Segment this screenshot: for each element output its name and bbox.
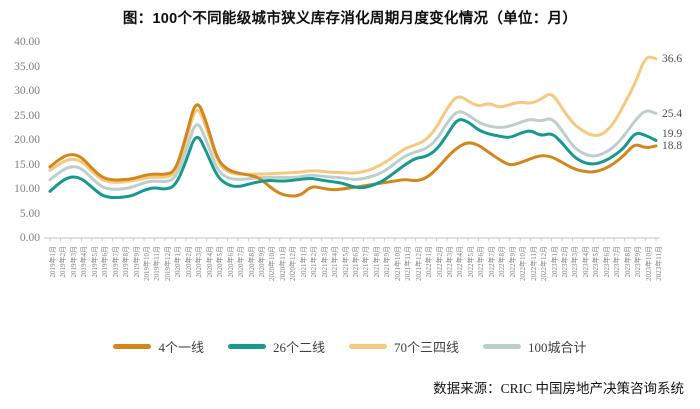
x-axis-label: 2021年11月: [404, 246, 413, 281]
x-axis-label: 2023年1月: [550, 246, 559, 278]
x-axis-label: 2022年8月: [498, 246, 507, 278]
legend-label: 100城合计: [528, 340, 587, 355]
x-axis-label: 2022年9月: [508, 246, 517, 278]
legend-label: 70个三四线: [394, 340, 460, 355]
legend-line-swatch: [113, 344, 152, 349]
x-axis-label: 2020年10月: [268, 246, 277, 281]
y-axis-label: 10.00: [14, 183, 40, 195]
x-axis-label: 2022年4月: [456, 246, 465, 278]
x-axis-label: 2020年5月: [216, 246, 225, 278]
x-axis-label: 2021年7月: [362, 246, 371, 278]
x-axis-label: 2022年1月: [425, 246, 434, 278]
x-axis-label: 2022年6月: [477, 246, 486, 278]
x-axis-label: 2023年10月: [644, 246, 653, 281]
x-axis-label: 2019年7月: [111, 246, 120, 278]
x-axis-label: 2019年5月: [90, 246, 99, 278]
x-axis-label: 2019年10月: [143, 246, 152, 281]
chart-title: 图：100个不同能级城市狭义库存消化周期月度变化情况（单位：月）: [122, 11, 578, 27]
x-axis-label: 2023年5月: [592, 246, 601, 278]
x-axis-label: 2019年3月: [69, 246, 78, 278]
legend: 4个一线 26个二线 70个三四线 100城合计: [0, 337, 700, 356]
x-axis-label: 2021年4月: [331, 246, 340, 278]
x-axis-label: 2021年6月: [352, 246, 360, 278]
y-axis-label: 40.00: [14, 36, 40, 48]
y-axis-label: 25.00: [14, 109, 40, 122]
x-axis-label: 2019年6月: [101, 246, 110, 278]
plot-canvas: [44, 55, 660, 242]
x-axis-label: 2019年1月: [49, 246, 57, 278]
x-axis-label: 2023年6月: [602, 246, 611, 278]
x-axis-label: 2019年2月: [59, 246, 68, 278]
x-axis-label: 2022年11月: [529, 246, 538, 281]
x-axis-label: 2023年9月: [634, 246, 643, 278]
series-line-70个三四线: [48, 55, 658, 184]
legend-item-4个一线: 4个一线: [113, 337, 204, 356]
x-axis-label: 2019年4月: [80, 246, 89, 278]
x-axis-label: 2023年2月: [560, 246, 569, 278]
x-axis-label: 2022年12月: [540, 246, 549, 281]
x-axis-label: 2020年6月: [226, 246, 235, 278]
legend-line-swatch: [349, 344, 387, 349]
x-axis-label: 2021年2月: [310, 246, 319, 278]
x-axis-label: 2019年9月: [132, 246, 141, 278]
x-axis-label: 2020年3月: [195, 246, 204, 278]
x-axis-label: 2021年1月: [299, 246, 308, 278]
x-axis-label: 2020年4月: [205, 246, 214, 278]
x-axis-label: 2021年12月: [414, 246, 423, 281]
legend-line-swatch: [227, 344, 266, 349]
y-axis-label: 0.00: [19, 232, 40, 244]
data-source-note: 数据来源：CRIC 中国房地产决策咨询系统: [433, 381, 684, 396]
y-axis-label: 30.00: [14, 85, 40, 97]
legend-item-70个三四线: 70个三四线: [349, 337, 459, 356]
series-line-100城合计: [48, 109, 658, 191]
x-axis-label: 2020年12月: [289, 246, 298, 281]
end-value-label: 25.4: [662, 107, 683, 120]
y-axis-label: 35.00: [14, 60, 40, 73]
x-axis-label: 2023年4月: [581, 246, 590, 278]
y-axis-label: 20.00: [14, 134, 40, 146]
y-axis-label: 5.00: [19, 207, 40, 220]
end-value-label: 36.6: [662, 52, 683, 65]
y-axis-label: 15.00: [14, 158, 40, 171]
x-axis-label: 2020年8月: [247, 246, 256, 278]
x-axis-label: 2023年3月: [571, 246, 580, 278]
x-axis-label: 2021年10月: [393, 246, 402, 281]
x-axis-label: 2020年11月: [278, 246, 287, 281]
x-axis-label: 2020年9月: [257, 246, 266, 278]
x-axis-label: 2022年7月: [487, 246, 496, 278]
line-chart: 40.00 35.00 30.00 25.00 20.00 15.00 10.00 5.00 0…: [0, 30, 700, 322]
x-axis-label: 2021年5月: [341, 246, 350, 278]
x-axis-label: 2019年8月: [122, 246, 131, 278]
x-axis-label: 2021年9月: [383, 246, 392, 278]
x-axis-label: 2023年7月: [613, 246, 622, 278]
x-axis-label: 2020年7月: [237, 246, 246, 278]
x-axis-label: 2019年12月: [163, 246, 172, 281]
end-value-label: 18.8: [662, 139, 683, 152]
end-value-label: 19.9: [662, 127, 683, 140]
legend-item-100城合计: 100城合计: [483, 337, 587, 356]
x-axis-label: 2020年1月: [174, 246, 183, 278]
legend-label: 26个二线: [272, 340, 325, 355]
series-line-26个二线: [48, 118, 658, 200]
x-axis-label: 2019年11月: [153, 246, 162, 281]
x-axis-label: 2023年8月: [623, 246, 632, 278]
x-axis-label: 2023年11月: [655, 246, 663, 281]
legend-line-swatch: [483, 344, 522, 349]
x-axis-label: 2021年3月: [320, 246, 329, 278]
series-line-4个一线: [48, 103, 658, 198]
x-axis-label: 2022年2月: [435, 246, 444, 278]
x-axis-label: 2020年2月: [184, 246, 193, 278]
x-axis-label: 2022年5月: [466, 246, 475, 278]
legend-item-26个二线: 26个二线: [227, 337, 325, 356]
legend-label: 4个一线: [158, 340, 204, 355]
x-axis-label: 2022年3月: [446, 246, 455, 278]
x-axis-label: 2021年8月: [372, 246, 381, 278]
x-axis-label: 2022年10月: [519, 246, 528, 281]
